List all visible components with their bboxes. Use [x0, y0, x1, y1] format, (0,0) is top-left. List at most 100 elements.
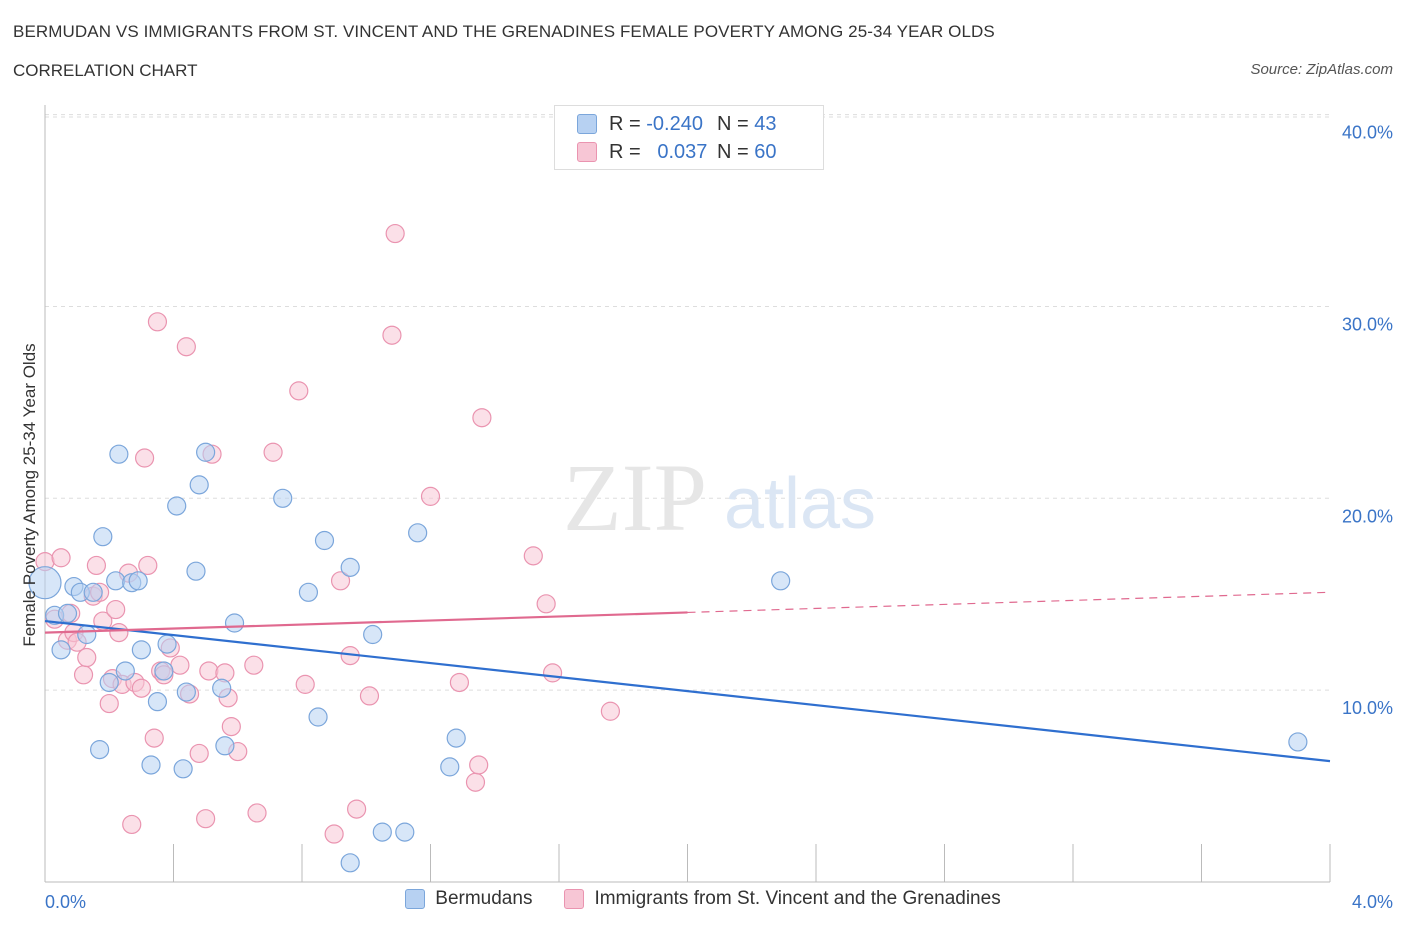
legend-r-label: R = [609, 140, 641, 163]
bermudan-point [106, 571, 126, 591]
bermudan-point [298, 582, 319, 602]
immigrant-point [359, 686, 380, 706]
bermudan-point [340, 853, 360, 873]
bermudan-point [147, 692, 168, 712]
bermudan-point [224, 613, 245, 633]
immigrant-point [382, 325, 402, 345]
immigrant-point [289, 381, 309, 401]
immigrant-point [420, 486, 441, 506]
y-axis-label: Female Poverty Among 25-34 Year Olds [20, 343, 39, 647]
bermudan-point [90, 740, 110, 760]
y-tick-label: 20.0% [1342, 506, 1393, 526]
bermudan-point [93, 527, 113, 547]
watermark-zip: ZIP [563, 444, 707, 551]
bermudan-point [273, 488, 293, 508]
immigrant-point [122, 814, 142, 835]
series-legend: Bermudans Immigrants from St. Vincent an… [0, 888, 1406, 910]
trend-lines [44, 591, 1331, 763]
legend-n-value: 43 [754, 112, 777, 135]
immigrant-point [247, 803, 267, 823]
legend-label-immigrants: Immigrants from St. Vincent and the Gren… [594, 888, 1001, 909]
legend-r-value: 0.037 [657, 140, 708, 163]
immigrant-point [170, 655, 190, 675]
immigrant-point [189, 743, 209, 764]
immigrant-point [196, 809, 216, 829]
tick-labels: 10.0% 20.0% 30.0% 40.0% 0.0% 4.0% [45, 123, 1393, 912]
immigrant-trend-line [44, 611, 688, 634]
immigrant-point [51, 548, 71, 568]
chart-subtitle: CORRELATION CHART [13, 61, 198, 80]
watermark-atlas: atlas [724, 464, 876, 544]
immigrant-point [449, 672, 470, 693]
bermudan-point [189, 475, 209, 495]
bermudan-point [157, 634, 177, 654]
bermudan-point [173, 759, 193, 779]
immigrant-point [324, 824, 344, 844]
bermudan-point [372, 822, 392, 842]
bermudan-point [128, 571, 148, 591]
y-tick-label: 40.0% [1342, 123, 1393, 143]
x-tick-label: 0.0% [45, 892, 86, 912]
immigrant-point [600, 701, 621, 721]
legend-swatch-blue [405, 889, 426, 909]
bermudan-point [196, 442, 216, 462]
bermudan-point [308, 707, 328, 727]
immigrant-point [536, 594, 556, 614]
axes [44, 105, 1331, 883]
y-tick-label: 10.0% [1342, 698, 1393, 718]
bermudan-point [109, 444, 129, 464]
bermudan-point [212, 678, 232, 698]
immigrant-point [109, 622, 129, 643]
legend-n-value: 60 [754, 140, 777, 163]
bermudan-point [141, 755, 161, 775]
immigrant-point [263, 442, 283, 462]
immigrant-point [86, 555, 107, 576]
bermudan-trend-line [44, 619, 1331, 763]
bermudan-point [77, 624, 97, 645]
bermudan-point [215, 736, 235, 756]
bermudan-point [395, 822, 415, 842]
immigrant-point [330, 571, 351, 591]
immigrant-point [523, 546, 543, 566]
bermudan-point [167, 496, 187, 516]
immigrant-point [131, 678, 151, 698]
immigrant-point [472, 408, 492, 428]
legend-swatch-pink [577, 142, 597, 162]
bermudan-point [57, 603, 78, 624]
chart-title: BERMUDAN VS IMMIGRANTS FROM ST. VINCENT … [13, 22, 995, 41]
bermudan-point [186, 561, 206, 581]
legend-row-bermudans: R = -0.240 N = 43 [577, 112, 777, 136]
legend-n-label: N = [717, 112, 749, 135]
legend-swatch-pink [564, 889, 585, 909]
immigrant-point [465, 772, 486, 792]
bermudan-point [363, 624, 383, 645]
bermudan-point [440, 757, 460, 777]
immigrant-point [144, 728, 164, 748]
immigrant-point [469, 755, 489, 775]
legend-r-value: -0.240 [646, 112, 703, 135]
immigrant-point [199, 661, 219, 681]
immigrant-point [73, 665, 94, 685]
y-tick-label: 30.0% [1342, 314, 1393, 334]
immigrant-trend-extension [687, 591, 1331, 614]
immigrant-point [176, 337, 196, 357]
bermudan-point [28, 566, 62, 600]
immigrant-point [147, 312, 168, 332]
bermudan-point [83, 582, 103, 602]
immigrant-point [244, 655, 264, 675]
legend-swatch-blue [577, 114, 597, 134]
bermudan-point [51, 640, 71, 660]
immigrant-point [347, 799, 367, 819]
bermudan-point [154, 661, 174, 681]
immigrant-point [134, 448, 155, 468]
immigrant-point [99, 693, 119, 714]
source-label: Source: ZipAtlas.com [1250, 61, 1393, 78]
legend-item-bermudans: Bermudans [405, 888, 532, 910]
blue-points [28, 442, 1308, 873]
bermudan-point [408, 523, 428, 543]
immigrant-point [542, 663, 563, 683]
bermudan-point [115, 661, 135, 681]
legend-r-label: R = [609, 112, 641, 135]
grid-lines [45, 114, 1330, 691]
